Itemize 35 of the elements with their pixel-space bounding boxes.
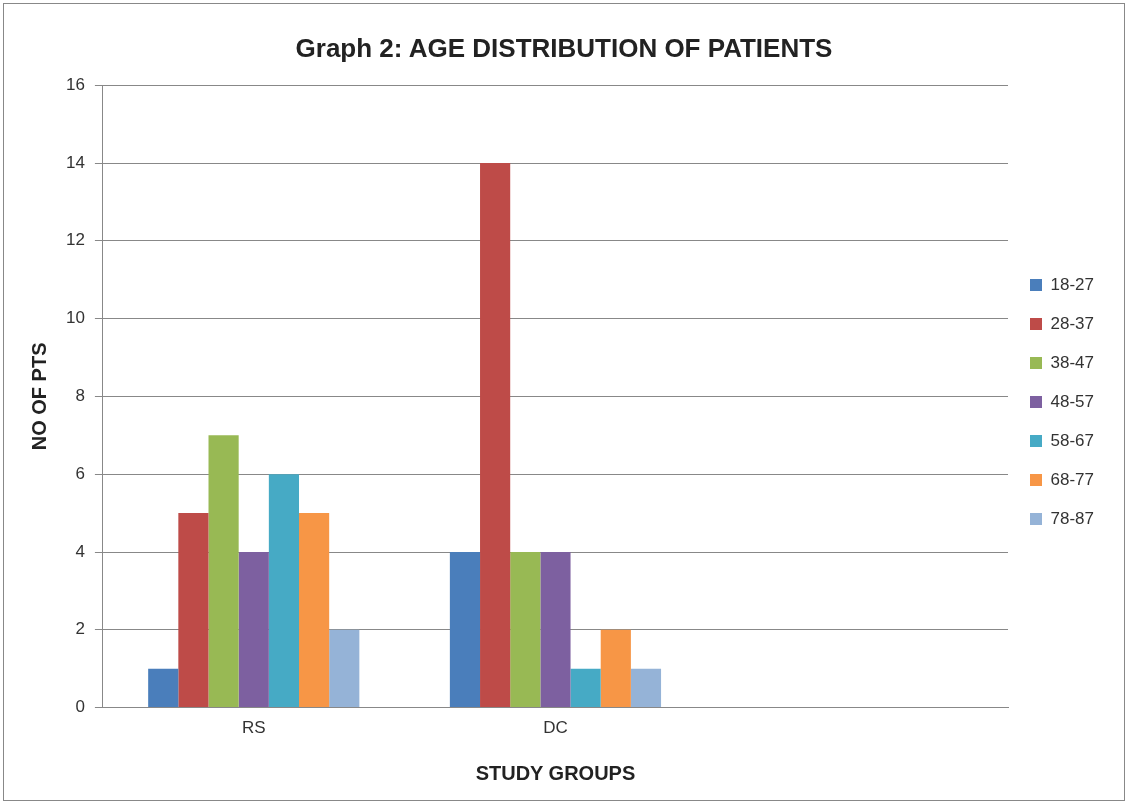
y-axis-title: NO OF PTS	[27, 342, 50, 451]
y-tick-label: 2	[75, 619, 85, 639]
y-tick-label: 8	[75, 386, 85, 406]
y-tick-label: 10	[65, 308, 85, 328]
legend-label: 58-67	[1050, 430, 1094, 450]
bar	[449, 552, 481, 708]
bar	[178, 513, 209, 708]
bar	[510, 552, 541, 708]
y-tick-label: 16	[65, 74, 85, 94]
x-axis-title: STUDY GROUPS	[475, 761, 636, 784]
y-tick-label: 4	[75, 541, 85, 561]
legend-label: 78-87	[1050, 508, 1094, 528]
legend-label: 68-77	[1050, 469, 1094, 489]
bar	[480, 163, 511, 708]
bar	[600, 629, 631, 708]
y-tick-label: 0	[75, 697, 85, 717]
bar	[148, 668, 179, 708]
bar	[299, 513, 330, 708]
bar	[208, 435, 239, 708]
chart-title: Graph 2: AGE DISTRIBUTION OF PATIENTS	[295, 32, 833, 63]
bar	[268, 474, 300, 708]
bar	[570, 668, 601, 708]
y-tick-label: 14	[65, 152, 85, 172]
bar	[630, 668, 662, 708]
x-tick-label: DC	[543, 718, 568, 738]
bar	[329, 629, 360, 708]
bar	[238, 552, 269, 708]
legend-label: 48-57	[1050, 391, 1094, 411]
y-tick-label: 12	[65, 230, 85, 250]
y-tick-label: 6	[75, 463, 85, 483]
legend-label: 28-37	[1050, 313, 1094, 333]
legend-label: 18-27	[1050, 274, 1094, 294]
x-tick-label: RS	[241, 718, 266, 738]
bar	[540, 552, 571, 708]
legend-label: 38-47	[1050, 352, 1094, 372]
